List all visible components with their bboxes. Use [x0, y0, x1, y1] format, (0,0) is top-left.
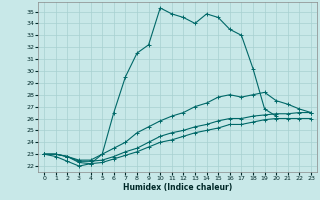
X-axis label: Humidex (Indice chaleur): Humidex (Indice chaleur) [123, 183, 232, 192]
